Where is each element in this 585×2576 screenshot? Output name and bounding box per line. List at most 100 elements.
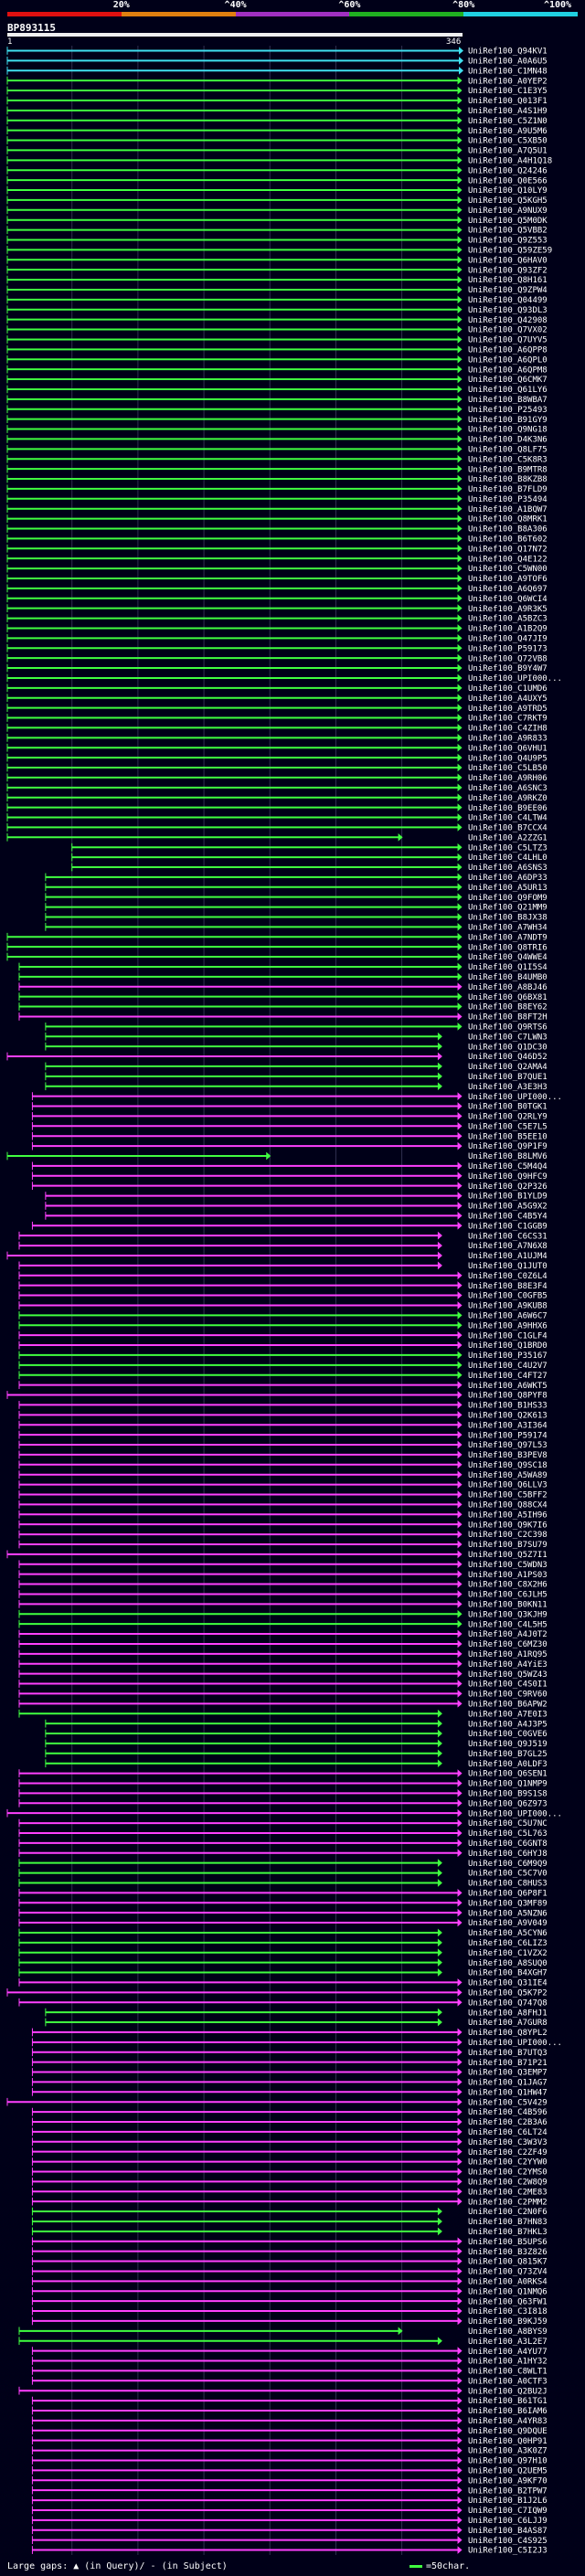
alignment-label[interactable]: UniRef100_B91GY9 <box>468 416 548 425</box>
alignment-label[interactable]: UniRef100_A5NZN6 <box>468 1909 548 1918</box>
alignment-label[interactable]: UniRef100_C3I818 <box>468 2307 548 2316</box>
alignment-label[interactable]: UniRef100_Q4U9P5 <box>468 754 548 763</box>
alignment-label[interactable]: UniRef100_B8FT2H <box>468 1013 548 1023</box>
alignment-label[interactable]: UniRef100_C4S0I1 <box>468 1680 548 1690</box>
alignment-label[interactable]: UniRef100_B9KJ59 <box>468 2317 548 2327</box>
alignment-label[interactable]: UniRef100_C5Z1N0 <box>468 117 548 126</box>
alignment-label[interactable]: UniRef100_Q1I5S4 <box>468 963 548 972</box>
alignment-label[interactable]: UniRef100_C5U7NC <box>468 1819 548 1829</box>
alignment-label[interactable]: UniRef100_C5K8R3 <box>468 455 548 464</box>
alignment-label[interactable]: UniRef100_A9RH06 <box>468 774 548 783</box>
alignment-label[interactable]: UniRef100_C1MN48 <box>468 67 548 76</box>
alignment-label[interactable]: UniRef100_B6IAM6 <box>468 2407 548 2416</box>
alignment-label[interactable]: UniRef100_C1GGB9 <box>468 1222 548 1231</box>
alignment-label[interactable]: UniRef100_B7FLD9 <box>468 485 548 494</box>
alignment-label[interactable]: UniRef100_A4J3P5 <box>468 1720 548 1729</box>
alignment-label[interactable]: UniRef100_C4FT27 <box>468 1372 548 1381</box>
alignment-label[interactable]: UniRef100_P25493 <box>468 406 548 415</box>
alignment-label[interactable]: UniRef100_B1J2L6 <box>468 2496 548 2506</box>
alignment-label[interactable]: UniRef100_A5BZC3 <box>468 615 548 624</box>
alignment-label[interactable]: UniRef100_B7GL25 <box>468 1750 548 1759</box>
alignment-label[interactable]: UniRef100_A2ZZG1 <box>468 833 548 843</box>
alignment-label[interactable]: UniRef100_C7IQW9 <box>468 2507 548 2516</box>
alignment-label[interactable]: UniRef100_B7UTQ3 <box>468 2049 548 2058</box>
alignment-label[interactable]: UniRef100_A7GUR8 <box>468 2019 548 2028</box>
alignment-label[interactable]: UniRef100_C9RV60 <box>468 1691 548 1700</box>
alignment-label[interactable]: UniRef100_C4B5Y4 <box>468 1213 548 1222</box>
alignment-label[interactable]: UniRef100_Q1BRD0 <box>468 1341 548 1351</box>
alignment-label[interactable]: UniRef100_B8EY62 <box>468 1003 548 1012</box>
alignment-label[interactable]: UniRef100_B3PEV8 <box>468 1451 548 1460</box>
alignment-label[interactable]: UniRef100_Q6CMK7 <box>468 376 548 385</box>
alignment-label[interactable]: UniRef100_Q6WCI4 <box>468 595 548 604</box>
alignment-label[interactable]: UniRef100_A0YEP2 <box>468 77 548 86</box>
alignment-label[interactable]: UniRef100_B5EE10 <box>468 1132 548 1141</box>
alignment-label[interactable]: UniRef100_Q6BX81 <box>468 993 548 1002</box>
alignment-label[interactable]: UniRef100_Q6P8F1 <box>468 1890 548 1899</box>
alignment-label[interactable]: UniRef100_C6JLH5 <box>468 1591 548 1600</box>
alignment-label[interactable]: UniRef100_P35494 <box>468 495 548 504</box>
alignment-label[interactable]: UniRef100_A4J0T2 <box>468 1630 548 1639</box>
alignment-label[interactable]: UniRef100_A6QPP8 <box>468 346 548 355</box>
alignment-label[interactable]: UniRef100_C5C7V0 <box>468 1870 548 1879</box>
alignment-label[interactable]: UniRef100_A4YiE3 <box>468 1660 548 1670</box>
alignment-label[interactable]: UniRef100_C5WN00 <box>468 565 548 574</box>
alignment-label[interactable]: UniRef100_A0A6U5 <box>468 57 548 66</box>
alignment-label[interactable]: UniRef100_P35167 <box>468 1352 548 1361</box>
alignment-label[interactable]: UniRef100_Q9NG18 <box>468 426 548 435</box>
alignment-label[interactable]: UniRef100_C5WDN3 <box>468 1561 548 1570</box>
alignment-label[interactable]: UniRef100_A5CYN6 <box>468 1929 548 1938</box>
alignment-label[interactable]: UniRef100_A8FHJ1 <box>468 2009 548 2018</box>
alignment-label[interactable]: UniRef100_Q8YPL2 <box>468 2029 548 2038</box>
alignment-label[interactable]: UniRef100_Q0E566 <box>468 176 548 186</box>
alignment-label[interactable]: UniRef100_Q3EMP7 <box>468 2069 548 2078</box>
alignment-label[interactable]: UniRef100_Q8PYF8 <box>468 1392 548 1401</box>
alignment-label[interactable]: UniRef100_A3L2E7 <box>468 2337 548 2347</box>
alignment-label[interactable]: UniRef100_Q9ZPW4 <box>468 286 548 295</box>
alignment-label[interactable]: UniRef100_C5I2J3 <box>468 2547 548 2556</box>
alignment-label[interactable]: UniRef100_Q2P326 <box>468 1182 548 1192</box>
alignment-label[interactable]: UniRef100_Q9K7I6 <box>468 1521 548 1530</box>
alignment-label[interactable]: UniRef100_A7E0I3 <box>468 1710 548 1719</box>
alignment-label[interactable]: UniRef100_A6SNC3 <box>468 784 548 793</box>
alignment-label[interactable]: UniRef100_B0TGK1 <box>468 1103 548 1112</box>
alignment-label[interactable]: UniRef100_A6W6C7 <box>468 1311 548 1320</box>
alignment-label[interactable]: UniRef100_B7QUE1 <box>468 1073 548 1082</box>
alignment-label[interactable]: UniRef100_C4ZIH8 <box>468 725 548 734</box>
alignment-label[interactable]: UniRef100_Q2K613 <box>468 1411 548 1420</box>
alignment-label[interactable]: UniRef100_C5E7L5 <box>468 1122 548 1131</box>
alignment-label[interactable]: UniRef100_A3E3H3 <box>468 1083 548 1092</box>
alignment-label[interactable]: UniRef100_B9EE06 <box>468 804 548 813</box>
alignment-label[interactable]: UniRef100_C4U2V7 <box>468 1362 548 1371</box>
alignment-label[interactable]: UniRef100_B4XGH7 <box>468 1969 548 1978</box>
alignment-label[interactable]: UniRef100_A4UXY5 <box>468 694 548 704</box>
alignment-label[interactable]: UniRef100_Q21MM9 <box>468 904 548 913</box>
alignment-label[interactable]: UniRef100_Q2UEM5 <box>468 2467 548 2476</box>
alignment-label[interactable]: UniRef100_C1VZX2 <box>468 1949 548 1958</box>
alignment-label[interactable]: UniRef100_Q97H10 <box>468 2457 548 2466</box>
alignment-label[interactable]: UniRef100_Q73ZV4 <box>468 2268 548 2277</box>
alignment-label[interactable]: UniRef100_P59174 <box>468 1431 548 1440</box>
alignment-label[interactable]: UniRef100_B3Z826 <box>468 2248 548 2257</box>
alignment-label[interactable]: UniRef100_A5WA89 <box>468 1471 548 1480</box>
alignment-label[interactable]: UniRef100_B61TG1 <box>468 2397 548 2406</box>
alignment-label[interactable]: UniRef100_B6T602 <box>468 535 548 545</box>
alignment-label[interactable]: UniRef100_B1HS33 <box>468 1402 548 1411</box>
alignment-label[interactable]: UniRef100_C4S925 <box>468 2537 548 2546</box>
alignment-label[interactable]: UniRef100_A3K0Z7 <box>468 2447 548 2456</box>
alignment-label[interactable]: UniRef100_Q013F1 <box>468 97 548 106</box>
alignment-label[interactable]: UniRef100_A1B2Q9 <box>468 625 548 634</box>
alignment-label[interactable]: UniRef100_C5BFF2 <box>468 1491 548 1500</box>
alignment-label[interactable]: UniRef100_C0Z6L4 <box>468 1272 548 1281</box>
alignment-label[interactable]: UniRef100_A5IH96 <box>468 1511 548 1520</box>
alignment-label[interactable]: UniRef100_C5L763 <box>468 1829 548 1839</box>
alignment-label[interactable]: UniRef100_A4YU77 <box>468 2348 548 2357</box>
alignment-label[interactable]: UniRef100_B7HN83 <box>468 2218 548 2227</box>
alignment-label[interactable]: UniRef100_Q61LY6 <box>468 386 548 395</box>
alignment-label[interactable]: UniRef100_C2ZF49 <box>468 2148 548 2157</box>
alignment-label[interactable]: UniRef100_Q7VX02 <box>468 326 548 335</box>
alignment-label[interactable]: UniRef100_A4YR83 <box>468 2417 548 2426</box>
alignment-label[interactable]: UniRef100_A9HHX6 <box>468 1321 548 1330</box>
alignment-label[interactable]: UniRef100_C6GNT8 <box>468 1839 548 1849</box>
alignment-label[interactable]: UniRef100_C6M9Q9 <box>468 1860 548 1869</box>
